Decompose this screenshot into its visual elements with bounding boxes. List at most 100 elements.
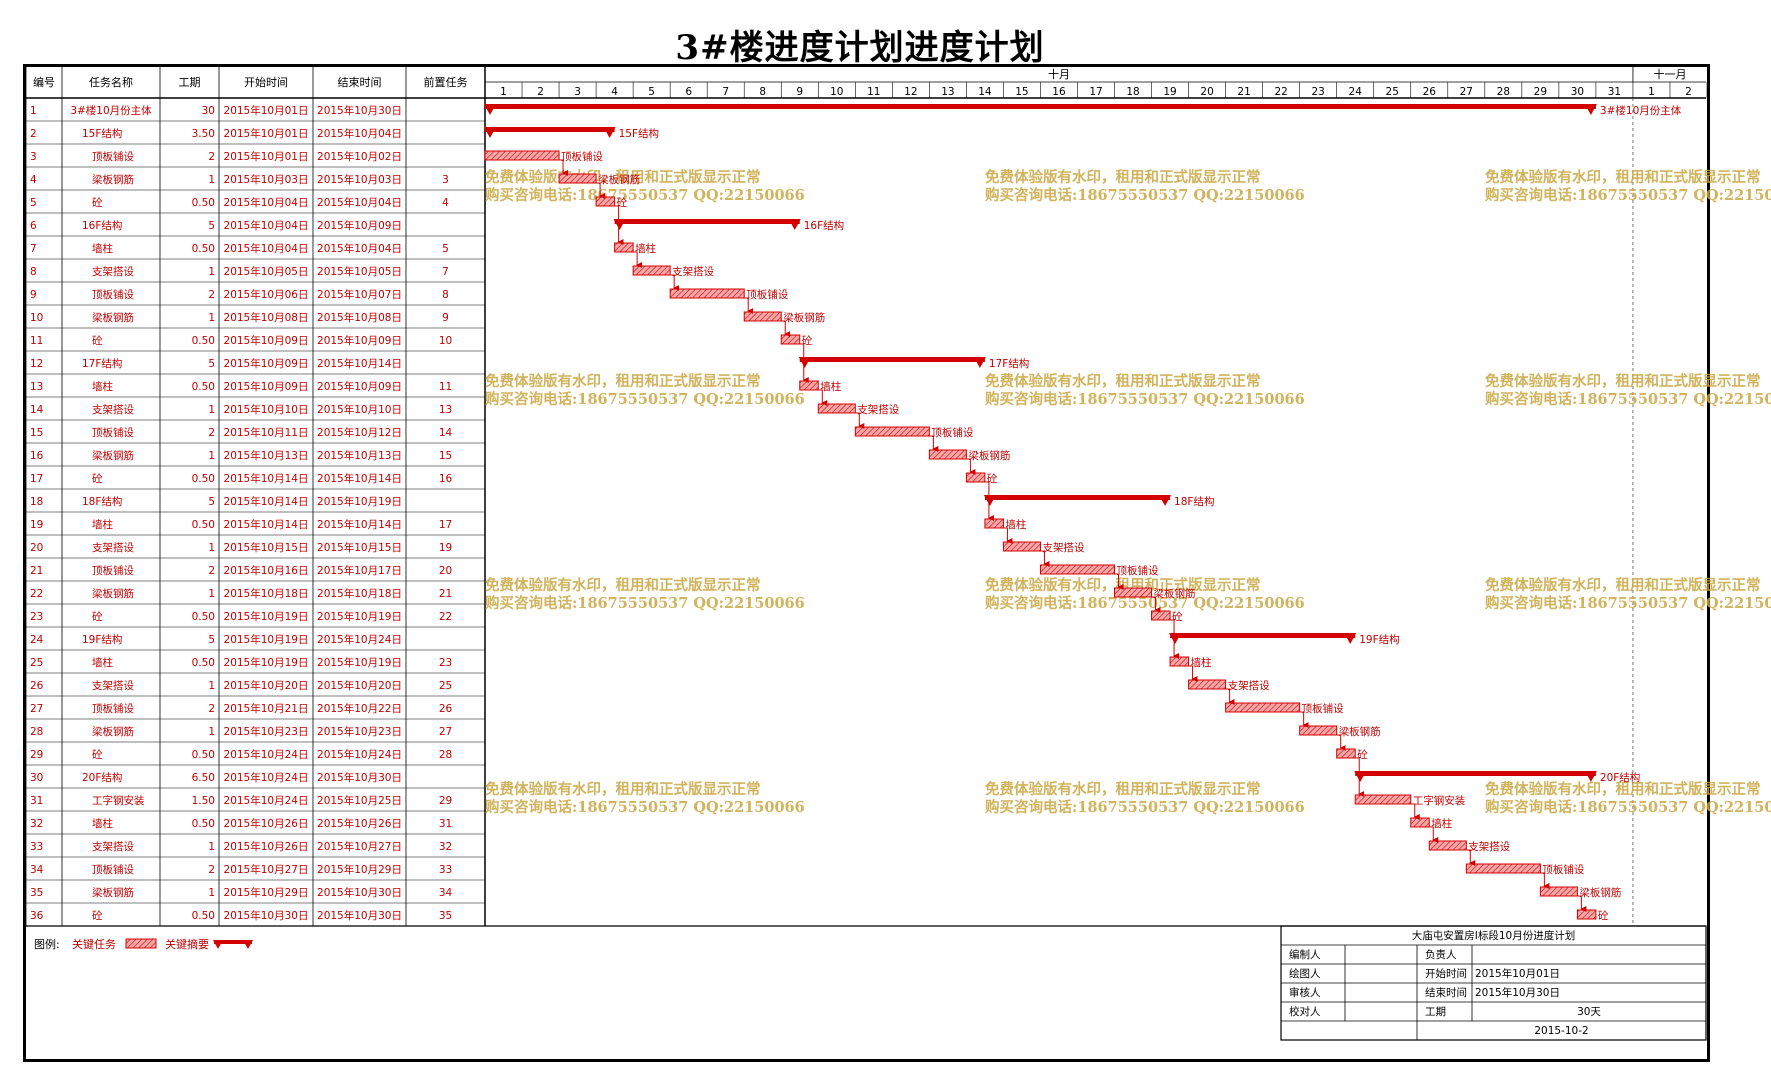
- day-label: 24: [1349, 86, 1363, 98]
- task-bar-label: 顶板铺设: [1117, 564, 1159, 577]
- task-end: 2015年10月19日: [317, 610, 402, 623]
- task-start: 2015年10月09日: [224, 380, 309, 393]
- task-start: 2015年10月24日: [224, 794, 309, 807]
- task-end: 2015年10月09日: [317, 380, 402, 393]
- task-bar-label: 顶板铺设: [1302, 702, 1344, 715]
- day-label: 23: [1311, 86, 1324, 98]
- day-label: 7: [722, 86, 729, 98]
- day-label: 30: [1571, 86, 1584, 98]
- task-start: 2015年10月26日: [224, 817, 309, 830]
- task-bar-label: 顶板铺设: [746, 288, 788, 301]
- task-name: 支架搭设: [92, 679, 134, 692]
- task-bar-label: 顶板铺设: [931, 426, 973, 439]
- task-predecessor: 4: [442, 197, 449, 209]
- task-bar: [632, 265, 671, 276]
- table-header-1: 任务名称: [89, 75, 133, 89]
- task-predecessor: 8: [442, 289, 449, 301]
- summary-bar-label: 18F结构: [1174, 495, 1214, 508]
- table-header-3: 开始时间: [244, 75, 288, 89]
- summary-bar: [485, 104, 1596, 109]
- task-bar-label: 梁板钢筋: [1154, 587, 1196, 600]
- summary-bar: [984, 495, 1171, 500]
- task-duration: 6.50: [192, 772, 215, 784]
- task-start: 2015年10月14日: [224, 472, 309, 485]
- summary-bar: [1355, 771, 1596, 776]
- task-predecessor: 23: [439, 657, 452, 669]
- day-label: 28: [1497, 86, 1510, 98]
- task-start: 2015年10月11日: [224, 426, 309, 439]
- task-bar: [743, 311, 782, 322]
- task-end: 2015年10月04日: [317, 127, 402, 140]
- dependency-connector: [670, 274, 680, 291]
- chart-frame: [23, 64, 1710, 1062]
- day-label: 5: [648, 86, 655, 98]
- task-start: 2015年10月26日: [224, 840, 309, 853]
- summary-bar-end-cap: [1159, 495, 1172, 506]
- task-predecessor: 15: [439, 450, 452, 462]
- month-label-nov: 十一月: [1653, 67, 1686, 81]
- task-start: 2015年10月01日: [224, 104, 309, 117]
- task-bar: [854, 426, 930, 437]
- watermark-line2: 购买咨询电话:18675550537 QQ:22150066: [985, 798, 1305, 816]
- task-start: 2015年10月21日: [224, 702, 309, 715]
- summary-bar-label: 15F结构: [619, 127, 659, 140]
- task-bar-label: 梁板钢筋: [1579, 886, 1621, 899]
- task-predecessor: 28: [439, 749, 452, 761]
- info-owner-label: 负责人: [1425, 948, 1457, 961]
- task-predecessor: 29: [439, 795, 452, 807]
- summary-bar: [1170, 633, 1356, 638]
- dependency-connector: [559, 159, 569, 176]
- task-end: 2015年10月04日: [317, 242, 402, 255]
- dependency-connector: [929, 435, 939, 452]
- watermark-line1: 免费体验版有水印，租用和正式版显示正常: [485, 576, 761, 594]
- task-predecessor: 32: [439, 841, 452, 853]
- dependency-connector: [744, 297, 754, 314]
- task-name: 支架搭设: [92, 403, 134, 416]
- day-label: 3: [574, 86, 581, 98]
- task-predecessor: 20: [439, 565, 452, 577]
- task-start: 2015年10月05日: [224, 265, 309, 278]
- task-id: 20: [30, 542, 43, 554]
- task-id: 11: [30, 335, 43, 347]
- task-name: 砼: [92, 748, 103, 761]
- info-start-label: 开始时间: [1425, 967, 1467, 980]
- task-end: 2015年10月24日: [317, 633, 402, 646]
- task-bar: [1002, 541, 1041, 552]
- task-id: 24: [30, 634, 44, 646]
- task-bar: [1299, 725, 1338, 736]
- task-duration: 0.50: [192, 335, 215, 347]
- task-start: 2015年10月23日: [224, 725, 309, 738]
- day-label: 31: [1608, 86, 1621, 98]
- dependency-connector: [1577, 895, 1587, 912]
- legend-critical-summary-label: 关键摘要: [165, 937, 209, 951]
- day-label: 20: [1200, 86, 1213, 98]
- task-name: 支架搭设: [92, 840, 134, 853]
- task-id: 3: [30, 151, 37, 163]
- task-end: 2015年10月12日: [317, 426, 402, 439]
- task-predecessor: 33: [439, 864, 452, 876]
- task-bar: [1114, 587, 1153, 598]
- task-duration: 5: [208, 358, 215, 370]
- task-name: 梁板钢筋: [92, 449, 134, 462]
- task-id: 6: [30, 220, 37, 232]
- task-end: 2015年10月14日: [317, 472, 402, 485]
- task-id: 2: [30, 128, 37, 140]
- summary-bar-start-cap: [613, 219, 626, 230]
- dependency-connector: [1466, 849, 1476, 866]
- watermark-line2: 购买咨询电话:18675550537 QQ:22150066: [485, 594, 805, 612]
- day-label: 9: [796, 86, 803, 98]
- table-header-4: 结束时间: [338, 76, 382, 89]
- task-end: 2015年10月20日: [317, 679, 402, 692]
- day-label: 1: [1648, 86, 1655, 98]
- day-label: 19: [1163, 86, 1176, 98]
- day-label: 1: [500, 86, 507, 98]
- day-label: 17: [1089, 86, 1102, 98]
- task-end: 2015年10月19日: [317, 495, 402, 508]
- dependency-connector: [1114, 573, 1124, 590]
- task-duration: 2: [208, 427, 215, 439]
- task-duration: 1: [208, 841, 215, 853]
- task-bar-label: 墙柱: [1431, 817, 1453, 830]
- task-name: 梁板钢筋: [92, 173, 134, 186]
- task-name: 顶板铺设: [92, 702, 134, 715]
- task-id: 29: [30, 749, 43, 761]
